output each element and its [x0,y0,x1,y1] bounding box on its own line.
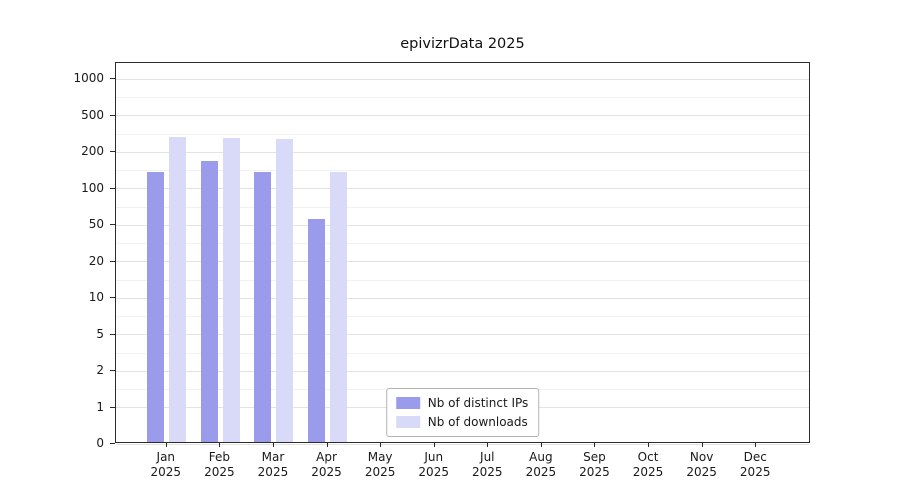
y-tick-mark [110,78,115,79]
y-tick-label: 100 [81,180,104,195]
x-tick-label: Sep 2025 [579,450,610,479]
gridline-minor [116,316,809,318]
y-tick-label: 10 [88,290,104,304]
bar-distinct-ips-mar [254,171,272,442]
x-tick-label: Mar 2025 [257,450,289,479]
gridline-major [116,115,809,116]
legend-swatch-downloads [395,416,420,428]
legend-label-distinct-ips: Nb of distinct IPs [427,396,529,410]
gridline-major [116,297,809,299]
x-tick-label: Feb 2025 [204,450,235,479]
x-tick-label: Nov 2025 [686,450,717,479]
bar-downloads-feb [222,138,240,442]
x-tick-mark [540,443,542,447]
y-tick-label: 500 [81,107,104,122]
gridline-major [116,188,809,189]
x-tick-mark [326,443,328,447]
gridline-major [116,370,809,372]
gridlines-layer [116,63,809,445]
gridline-major [116,443,809,445]
y-tick-label: 5 [96,326,104,341]
x-tick-label: Dec 2025 [739,450,771,479]
legend-item-distinct-ips: Nb of distinct IPs [395,396,529,410]
y-tick-mark [110,260,115,262]
gridline-major [116,261,809,262]
x-tick-label: Jan 2025 [150,450,182,479]
x-tick-label: May 2025 [364,450,396,479]
x-tick-mark [165,443,167,447]
y-tick-mark [110,297,115,298]
y-tick-label: 0 [96,436,104,450]
x-tick-mark [648,443,650,447]
gridline-minor [116,243,809,245]
y-tick-mark [110,370,115,371]
gridline-major [116,224,809,226]
gridline-minor [116,279,809,281]
bars-layer [116,63,809,442]
legend-label-downloads: Nb of downloads [427,415,528,429]
y-tick-mark [110,443,115,444]
y-tick-label: 1000 [73,71,104,85]
bar-distinct-ips-feb [200,160,218,442]
y-tick-label: 50 [88,217,104,231]
legend-item-downloads: Nb of downloads [395,415,529,429]
x-tick-label: Oct 2025 [632,450,664,479]
x-tick-mark [219,443,221,447]
gridline-minor [116,97,809,99]
legend: Nb of distinct IPs Nb of downloads [385,388,540,437]
x-tick-label: Jun 2025 [418,450,449,479]
y-tick-label: 20 [88,253,104,268]
legend-swatch-distinct-ips [395,397,420,409]
y-tick-mark [110,187,115,189]
bar-distinct-ips-jan [147,171,165,442]
chart-title: epivizrData 2025 [400,36,525,52]
y-tick-label: 200 [81,144,104,158]
plot-area: Nb of distinct IPs Nb of downloads [115,62,810,445]
y-tick-mark [110,114,115,116]
x-tick-mark [701,443,703,447]
x-tick-mark [272,443,274,447]
y-tick-label: 2 [96,363,104,377]
x-tick-label: Jul 2025 [472,450,503,479]
y-tick-mark [110,224,115,225]
y-tick-mark [110,406,115,408]
gridline-minor [116,352,809,354]
gridline-major [116,334,809,335]
x-tick-mark [487,443,489,447]
gridline-major [116,151,809,153]
bar-downloads-apr [330,171,348,442]
gridline-major [116,78,809,80]
bar-distinct-ips-apr [308,219,326,442]
gridline-minor [116,170,809,172]
bar-downloads-jan [169,137,187,442]
x-tick-mark [755,443,757,447]
x-tick-mark [594,443,596,447]
x-tick-mark [380,443,382,447]
gridline-minor [116,206,809,208]
x-tick-mark [433,443,435,447]
bar-downloads-mar [276,139,294,442]
y-tick-mark [110,151,115,152]
y-tick-mark [110,333,115,335]
x-tick-label: Apr 2025 [311,450,342,479]
x-tick-label: Aug 2025 [525,450,557,479]
y-tick-label: 1 [96,399,104,414]
gridline-minor [116,133,809,135]
